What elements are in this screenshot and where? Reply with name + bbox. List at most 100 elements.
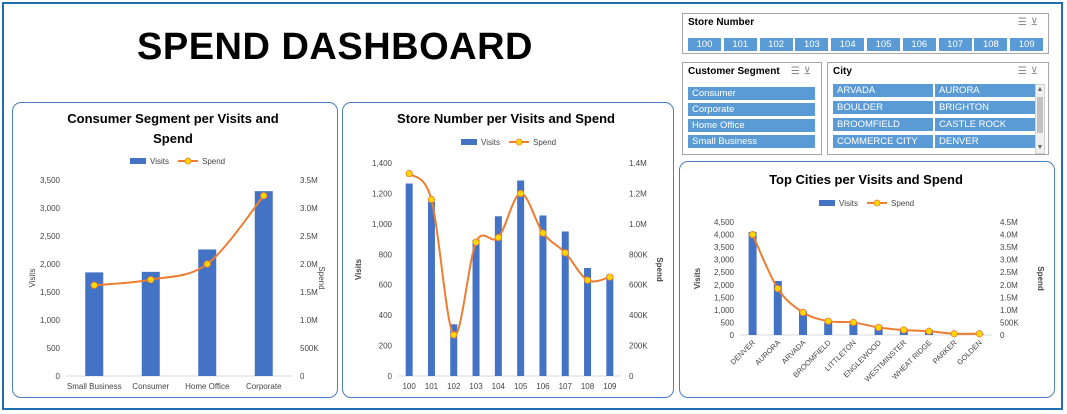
store-chart: Store Number per Visits and Spend Visits S… (354, 111, 664, 391)
multi-select-icon[interactable]: ☰ (790, 66, 804, 77)
bar-visits (773, 281, 782, 335)
y2-tick-label: 500K (300, 344, 319, 353)
store-chip-104[interactable]: 104 (831, 38, 865, 51)
chart-title: Consumer Segment per Visits and (67, 111, 278, 126)
city-chip-boulder[interactable]: BOULDER (833, 101, 933, 114)
y2-tick-label: 1.2M (629, 189, 647, 198)
y-axis-title: Visits (354, 258, 363, 280)
x-tick-label: Consumer (132, 382, 169, 391)
segment-chip-home-office[interactable]: Home Office (688, 119, 815, 132)
clear-filter-icon[interactable]: ⊻ (803, 66, 815, 77)
segment-chip-small-business[interactable]: Small Business (688, 135, 815, 148)
y2-tick-label: 1.5M (300, 288, 318, 297)
legend-label-spend: Spend (533, 138, 556, 147)
bar-visits (824, 322, 833, 335)
scroll-down-icon[interactable]: ▼ (1036, 144, 1044, 151)
y2-tick-label: 2.0M (300, 260, 318, 269)
store-chip-106[interactable]: 106 (902, 38, 936, 51)
multi-select-icon[interactable]: ☰ (1017, 17, 1031, 28)
point-spend (925, 327, 933, 335)
clear-filter-icon[interactable]: ⊻ (1030, 66, 1042, 77)
y2-tick-label: 4.0M (1000, 231, 1018, 240)
y2-tick-label: 1.0M (1000, 306, 1018, 315)
y2-tick-label: 500K (1000, 318, 1019, 327)
city-chip-arvada[interactable]: ARVADA (833, 84, 933, 97)
y2-tick-label: 800K (629, 250, 648, 259)
bar-visits (254, 191, 273, 376)
y-tick-label: 2,000 (714, 281, 735, 290)
city-chart-panel: Top Cities per Visits and Spend Visits Spe… (679, 161, 1055, 398)
point-spend (749, 230, 757, 239)
y-tick-label: 600 (379, 281, 393, 290)
chart-title: Store Number per Visits and Spend (397, 111, 615, 126)
clear-filter-icon[interactable]: ⊻ (1030, 17, 1042, 28)
y-tick-label: 3,500 (40, 176, 61, 185)
point-spend (203, 260, 211, 268)
legend-swatch-visits (461, 139, 477, 145)
y-tick-label: 1,500 (40, 288, 61, 297)
city-chip-castle-rock[interactable]: CASTLE ROCK (935, 118, 1035, 131)
store-chip-103[interactable]: 103 (795, 38, 829, 51)
store-chip-108[interactable]: 108 (974, 38, 1008, 51)
bar-visits (141, 271, 160, 376)
scroll-thumb[interactable] (1037, 97, 1043, 133)
y2-tick-label: 1.0M (629, 220, 647, 229)
bar-visits (561, 231, 569, 376)
y-tick-label: 1,000 (372, 220, 393, 229)
legend-label-spend: Spend (891, 199, 914, 208)
y-tick-label: 3,000 (40, 204, 61, 213)
y-tick-label: 3,500 (714, 243, 735, 252)
x-tick-label: 101 (425, 382, 439, 391)
legend-marker-spend (184, 157, 192, 165)
bar-visits (539, 215, 547, 376)
store-chip-101[interactable]: 101 (723, 38, 757, 51)
x-tick-label: 107 (559, 382, 573, 391)
y2-tick-label: 3.5M (300, 176, 318, 185)
city-chip-broomfield[interactable]: BROOMFIELD (833, 118, 933, 131)
store-chip-105[interactable]: 105 (867, 38, 900, 51)
y2-tick-label: 3.0M (300, 204, 318, 213)
bar-visits (472, 239, 480, 376)
city-slicer: City ☰⊻ ARVADA AURORA BOULDER BRIGHTON BROOM… (827, 62, 1049, 155)
store-chip-109[interactable]: 109 (1010, 38, 1044, 51)
store-chip-100[interactable]: 100 (688, 38, 721, 51)
slicer-title: City (833, 66, 852, 77)
y-tick-label: 2,500 (40, 232, 61, 241)
city-scrollbar[interactable]: ▲ ▼ (1035, 84, 1045, 154)
y-tick-label: 400 (379, 311, 393, 320)
y2-tick-label: 1.0M (300, 316, 318, 325)
x-tick-label: 106 (536, 382, 550, 391)
store-chip-102[interactable]: 102 (759, 38, 793, 51)
segment-chip-consumer[interactable]: Consumer (688, 87, 815, 100)
scroll-up-icon[interactable]: ▲ (1036, 86, 1044, 93)
segment-chip-corporate[interactable]: Corporate (688, 103, 815, 116)
city-chip-brighton[interactable]: BRIGHTON (935, 101, 1035, 114)
y2-tick-label: 2.5M (300, 232, 318, 241)
x-tick-label: GOLDEN (955, 338, 984, 367)
city-chart: Top Cities per Visits and Spend Visits Spe… (693, 172, 1045, 384)
point-spend (950, 330, 958, 338)
chart-title: Top Cities per Visits and Spend (769, 172, 963, 187)
bar-visits (494, 216, 502, 376)
y-tick-label: 4,000 (714, 231, 735, 240)
city-chip-denver[interactable]: DENVER (935, 135, 1035, 148)
y2-tick-label: 4.5M (1000, 218, 1018, 227)
bar-visits (405, 183, 413, 376)
y2-tick-label: 0 (629, 372, 634, 381)
legend-marker-spend (515, 138, 523, 146)
y-tick-label: 4,500 (714, 218, 735, 227)
x-tick-label: 109 (603, 382, 617, 391)
city-chip-commerce-city[interactable]: COMMERCE CITY (833, 135, 933, 148)
multi-select-icon[interactable]: ☰ (1017, 66, 1031, 77)
legend-label-visits: Visits (150, 157, 169, 166)
legend-swatch-visits (819, 200, 835, 206)
legend-label-spend: Spend (202, 157, 225, 166)
x-tick-label: 104 (492, 382, 506, 391)
store-chip-107[interactable]: 107 (938, 38, 972, 51)
point-spend (90, 281, 98, 289)
line-spend (408, 172, 611, 336)
y2-axis-title: Spend (655, 257, 664, 282)
dashboard-title: SPEND DASHBOARD (137, 26, 533, 68)
city-chip-aurora[interactable]: AURORA (935, 84, 1035, 97)
point-spend (561, 249, 569, 257)
